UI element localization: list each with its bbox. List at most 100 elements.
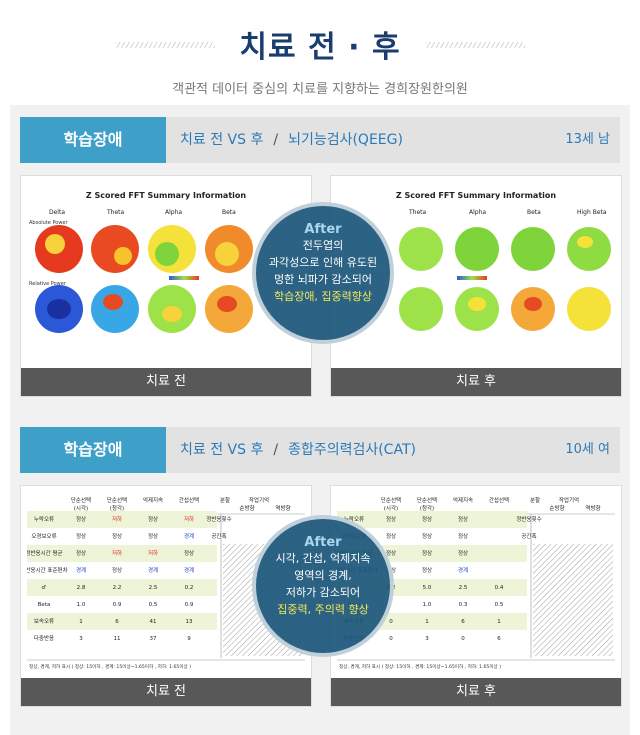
cat-cell: 정상 <box>458 549 468 557</box>
patient-age: 13세 남 <box>565 132 610 147</box>
band-theta-after: Theta <box>408 209 427 216</box>
cat-cell: 11 <box>114 636 121 642</box>
cat-cell: 6 <box>461 619 465 625</box>
after-caption: 치료 후 <box>331 368 621 396</box>
section-header-bar: 학습장애 치료 전 VS 후 / 뇌기능검사(QEEG) 13세 남 <box>20 117 620 163</box>
cat-cell: 경계 <box>184 532 194 540</box>
decoration-left <box>115 42 215 48</box>
band-alpha: Alpha <box>165 209 182 216</box>
cat-header-2: 억제지속 <box>453 496 473 504</box>
cat-cell: 37 <box>150 636 157 642</box>
after-callout: After 전두엽의 과각성으로 인해 유도된 멍한 뇌파가 감소되어 학습장애… <box>252 202 394 344</box>
cat-cell: 0.5 <box>495 602 504 608</box>
test-name-cat: 종합주의력검사(CAT) <box>288 442 416 458</box>
cat-cell: 저하 <box>184 515 194 523</box>
cat-row-label-0: 누락오류 <box>34 515 54 523</box>
cat-row-bg <box>337 528 527 545</box>
band-alpha-after: Alpha <box>469 209 486 216</box>
section-header-bar-cat: 학습장애 치료 전 VS 후 / 종합주의력검사(CAT) 10세 여 <box>20 427 620 473</box>
cat-cell: 0.5 <box>149 602 158 608</box>
before-caption: 치료 전 <box>21 368 311 396</box>
cat-cell: 13 <box>186 619 193 625</box>
cat-cell: 6 <box>497 636 501 642</box>
cat-cell: 1.0 <box>423 602 432 608</box>
fft-title-after: Z Scored FFT Summary Information <box>396 191 557 200</box>
cat-cell: 41 <box>150 619 157 625</box>
qeeg-before-image: Z Scored FFT Summary Information Delta T… <box>29 191 253 333</box>
cat-cell: 저하 <box>112 549 122 557</box>
cat-cell: 정상 <box>422 566 432 574</box>
qeeg-after-image: Z Scored FFT Summary Information Theta A… <box>396 191 611 331</box>
cat-cell: 정상 <box>76 549 86 557</box>
cat-right-row-0: 정반응횟수 <box>206 515 231 523</box>
cat-cell: 0 <box>461 636 465 642</box>
after-tag: After <box>304 222 342 237</box>
cat-cell: 정상 <box>422 532 432 540</box>
page-subtitle: 객관적 데이터 중심의 치료를 지향하는 경희장원한의원 <box>172 82 468 97</box>
head-map-row2 <box>35 285 253 333</box>
cat-row-label-3: 정반응시간 표준편차 <box>27 566 68 574</box>
cat-cell: 정상 <box>184 549 194 557</box>
cat-row-label-0: 누락오류 <box>344 515 364 523</box>
cat-right-header: 작업기억 <box>249 496 269 504</box>
cat-cell: 2.2 <box>113 585 122 591</box>
cat-header-4: 분할 <box>530 496 540 504</box>
cat-cell: 0.9 <box>113 602 122 608</box>
cat-header-sub-1: (청각) <box>110 505 124 512</box>
cat-cell: 0 <box>389 619 393 625</box>
cat-header-1: 단순선택 <box>107 496 127 504</box>
cat-cell: 경계 <box>184 566 194 574</box>
cat-row-bg <box>27 579 217 596</box>
head-map-after-row1 <box>399 227 611 271</box>
test-prefix-cat: 치료 전 VS 후 <box>180 442 264 458</box>
cat-row-label-1: 오경보오류 <box>31 533 56 540</box>
cat-cell: 정상 <box>148 515 158 523</box>
cat-cell: 6 <box>115 619 119 625</box>
cat-row-label-2: 정반응시간 평균 <box>27 549 63 557</box>
cat-right-sub-1: 역방향 <box>275 504 290 512</box>
category-label: 학습장애 <box>20 117 166 163</box>
before-card: Z Scored FFT Summary Information Delta T… <box>20 175 312 397</box>
cat-cell: 0.2 <box>185 585 194 591</box>
row-relative-power: Relative Power <box>29 281 67 287</box>
cat-cell: 1.0 <box>77 602 86 608</box>
section-cat: 학습장애 치료 전 VS 후 / 종합주의력검사(CAT) 10세 여 단순선택 (시… <box>20 427 622 707</box>
cat-row-label-4: d' <box>41 585 46 591</box>
test-name: 뇌기능검사(QEEG) <box>288 132 403 148</box>
band-beta: Beta <box>222 209 236 216</box>
cat-cell: 2.8 <box>77 585 86 591</box>
category-label-cat: 학습장애 <box>20 427 166 473</box>
cat-right-sub-0: 순방향 <box>549 504 564 512</box>
cat-cell: 정상 <box>386 532 396 540</box>
head-map-row1 <box>35 225 253 273</box>
band-theta: Theta <box>106 209 125 216</box>
cat-row-bg <box>27 528 217 545</box>
cat-cell: 1 <box>425 619 429 625</box>
cat-cell: 1 <box>497 619 501 625</box>
cat-cell: 정상 <box>112 566 122 574</box>
band-highbeta-after: High Beta <box>577 209 607 216</box>
cat-right-row-0: 정반응횟수 <box>516 515 541 523</box>
cat-hatched-area <box>533 544 613 656</box>
cat-row-bg <box>337 511 527 528</box>
cat-cell: 정상 <box>386 549 396 557</box>
cat-cell: 2.5 <box>149 585 158 591</box>
cat-cell: 정상 <box>148 532 158 540</box>
cat-cell: 0.4 <box>495 585 504 591</box>
test-separator-cat: / <box>273 442 279 458</box>
cat-cell: 3 <box>79 636 83 642</box>
cat-row-bg <box>27 630 217 647</box>
cat-row-bg <box>27 562 217 579</box>
cat-cell: 1 <box>79 619 83 625</box>
band-delta: Delta <box>49 209 65 216</box>
cat-header-sub-1: (청각) <box>420 505 434 512</box>
section-qeeg: 학습장애 치료 전 VS 후 / 뇌기능검사(QEEG) 13세 남 Z Score… <box>20 117 622 397</box>
page-header: 치료 전 · 후 객관적 데이터 중심의 치료를 지향하는 경희장원한의원 <box>0 0 640 110</box>
after-line-2: 과각성으로 인해 유도된 <box>268 256 378 269</box>
after-highlight-cat: 집중력, 주의력 향상 <box>277 603 369 616</box>
cat-cell: 저하 <box>148 549 158 557</box>
cat-cell: 0.3 <box>459 602 468 608</box>
after-line-3-cat: 저하가 감소되어 <box>285 586 361 599</box>
cat-row-label-5: Beta <box>38 602 51 608</box>
cat-cell: 경계 <box>458 566 468 574</box>
